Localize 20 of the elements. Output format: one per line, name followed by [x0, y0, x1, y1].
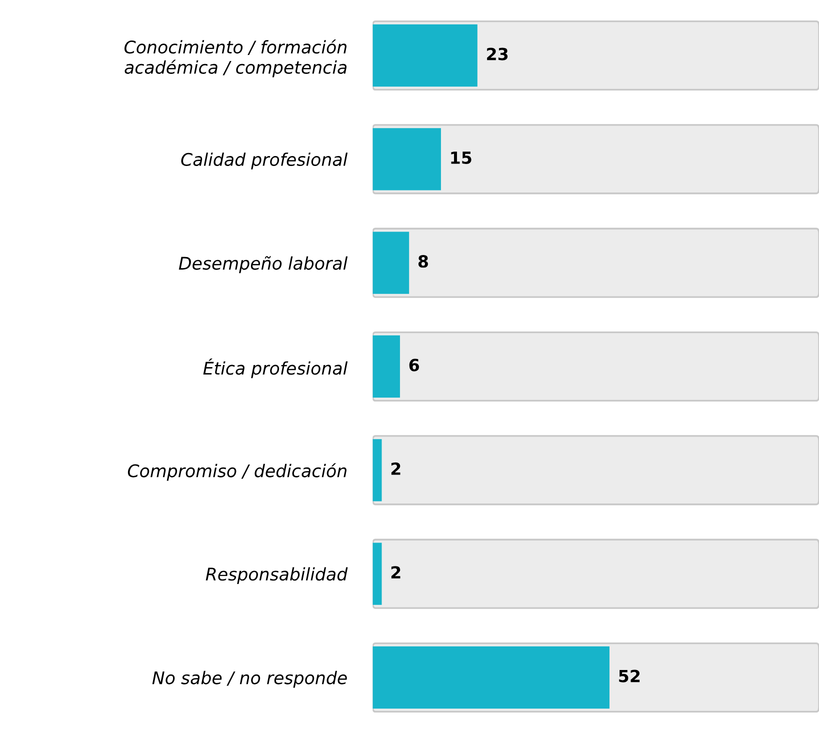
data-label: 2 — [391, 462, 400, 475]
data-label: 2 — [391, 566, 400, 578]
bar — [372, 542, 382, 605]
bar — [372, 128, 441, 190]
y-tick-label: Ética profesional — [203, 358, 348, 378]
data-label: 52 — [619, 670, 640, 682]
y-tick-label: Compromiso / dedicación — [128, 463, 346, 481]
bar — [372, 335, 400, 398]
y-tick-label: Desempeño laboral — [178, 256, 348, 274]
data-label: 8 — [418, 255, 428, 268]
y-tick-label: Calidad profesional — [181, 152, 348, 170]
data-label: 6 — [409, 358, 420, 372]
y-tick-label: Conocimiento / formación académica / competencia — [124, 39, 346, 78]
bar — [372, 232, 410, 294]
bar — [372, 439, 382, 502]
data-label: 23 — [487, 48, 508, 60]
bar — [372, 24, 478, 87]
y-tick-label: No sabe / no responde — [152, 670, 347, 688]
data-label: 15 — [451, 152, 472, 164]
y-tick-label: Responsabilidad — [206, 567, 348, 584]
